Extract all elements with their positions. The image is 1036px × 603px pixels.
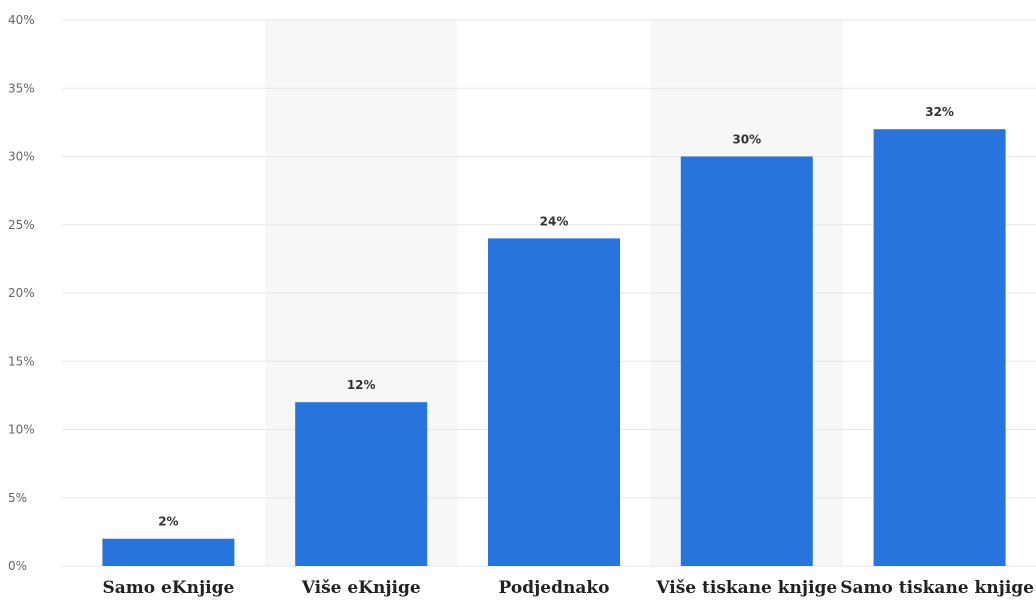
bar[interactable]: [488, 238, 620, 566]
y-tick-label: 40%: [8, 13, 35, 27]
y-axis: 0% 5% 10% 15% 20% 25% 30% 35% 40%: [8, 13, 35, 573]
y-tick-label: 10%: [8, 423, 35, 437]
data-labels: 2% 12% 24% 30% 32%: [158, 105, 954, 529]
y-tick-label: 15%: [8, 354, 35, 368]
x-tick-label: Podjednako: [499, 578, 610, 598]
x-tick-label: Samo tiskane knjige: [840, 578, 1034, 598]
y-tick-label: 35%: [8, 81, 35, 95]
data-label: 24%: [540, 214, 569, 228]
bar[interactable]: [102, 538, 235, 566]
x-tick-label: Više eKnjige: [301, 578, 421, 598]
data-label: 30%: [732, 133, 761, 147]
bar[interactable]: [873, 129, 1006, 566]
y-tick-label: 20%: [8, 286, 35, 300]
y-tick-label: 5%: [8, 491, 27, 505]
y-tick-label: 25%: [8, 218, 35, 232]
data-label: 12%: [347, 378, 376, 392]
bar[interactable]: [295, 402, 428, 566]
x-axis: Samo eKnjige Više eKnjige Podjednako Više t…: [102, 578, 1034, 598]
x-tick-label: Samo eKnjige: [102, 578, 234, 598]
bar-series: [102, 129, 1006, 567]
y-tick-label: 30%: [8, 150, 35, 164]
data-label: 32%: [925, 105, 954, 119]
y-tick-label: 0%: [8, 559, 27, 573]
bar[interactable]: [680, 156, 813, 567]
data-label: 2%: [158, 515, 178, 529]
x-tick-label: Više tiskane knjige: [655, 578, 837, 598]
